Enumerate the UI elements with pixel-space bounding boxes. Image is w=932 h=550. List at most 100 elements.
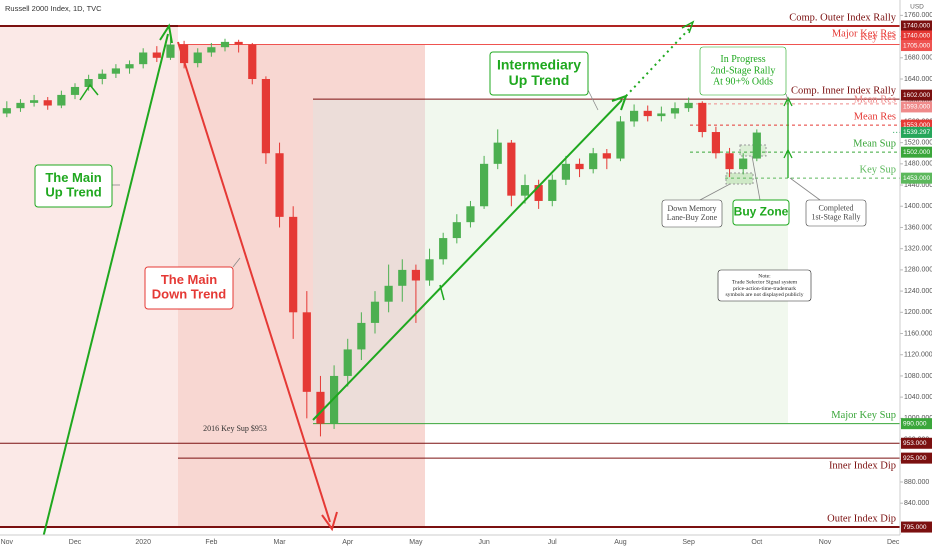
candle-body [643,110,652,117]
level-name: Inner Index Dip [829,461,896,472]
level-price-box [901,101,932,113]
candle-body [575,163,584,170]
callout-text: Note: [758,273,771,279]
candle-body [302,312,311,392]
level-price-box [901,437,932,449]
candle-body [234,41,243,45]
last-price-label: 1539.297 [903,129,930,136]
y-tick-label: 1520.000 [904,139,932,146]
callout-text: Buy Zone [734,205,789,219]
candle-body [657,113,666,117]
callout-text: Lane-Buy Zone [667,213,718,222]
candle-body [507,142,516,196]
level-price-label: 1705.000 [903,42,930,49]
callout-text: 2nd-Stage Rally [711,65,776,76]
candle-body [2,108,11,114]
arrow-head [321,511,338,532]
x-tick-label: Feb [205,539,217,546]
callout-text: Intermediary [497,56,581,72]
x-tick-label: Jul [548,539,557,546]
candle-body [466,206,475,223]
candle-body [425,259,434,281]
level-price-box [901,119,932,131]
zones [0,26,788,528]
callout-text: 2016 Key Sup $953 [203,424,267,433]
x-tick-label: Nov [1,539,14,546]
candle-body [16,102,25,109]
x-tick-label: Oct [751,539,762,546]
candle-body [180,44,189,64]
level-price-label: 1502.000 [903,149,930,156]
level-price-box [901,418,932,430]
callout-box [699,46,787,96]
level-price-label: 1740.000 [903,23,930,30]
callout-box [144,266,234,310]
candles [2,37,761,437]
candle-body [125,64,134,69]
x-tick-label: May [409,539,423,546]
annotations: Comp. Outer Index Rally Major Key ResKey … [34,12,897,524]
candle-body [548,179,557,201]
pointer [232,257,241,268]
y-tick-label: 1240.000 [904,288,932,295]
candle-body [111,68,120,74]
callout-box [732,199,790,226]
trend-arrows [39,20,793,550]
touch-marker [439,284,445,301]
level-name: Mean Res [854,112,896,123]
callout-text: Down Memory [667,204,716,213]
currency: USD [910,4,924,11]
level-name: Key Res [860,32,896,43]
callout-box [489,51,589,96]
projection-arrow [625,27,691,97]
last-price-box [901,126,932,138]
y-tick-label: 1360.000 [904,224,932,231]
main-down-trend-arrow [177,41,331,523]
time-axis [0,535,932,550]
callout-text: Trade Selector Signal system [732,280,798,286]
candle-body [139,52,148,65]
candle-body [520,185,530,196]
level-name: Mean Sup [853,139,896,150]
candle-body [616,121,625,159]
x-tick-label: Dec [69,539,82,546]
candle-body [480,163,489,207]
level-name: Major Key Sup [831,410,896,421]
x-tick-label: Dec [887,539,900,546]
arrow-head [783,96,793,159]
candle-body [98,73,107,80]
candle-body [739,158,748,170]
y-tick-label: 1160.000 [904,330,932,337]
callout-box [805,199,867,227]
candle-body [289,216,298,313]
callout-text: The Main [45,170,101,185]
candle-body [57,94,66,106]
intermediary-trend-arrow [312,99,623,421]
level-name: Mean Res [854,94,896,105]
level-price-label: 953.000 [903,440,927,447]
x-tick-label: Mar [274,539,287,546]
axis-labels: 840.000880.000920.000960.0001000.0001040… [1,12,932,546]
pointer [785,93,789,101]
candle-body [398,269,407,286]
y-tick-label: 1200.000 [904,309,932,316]
level-price-box [901,452,932,464]
x-tick-label: Nov [819,539,832,546]
level-name: Comp. Outer Index Rally [789,12,896,23]
main-up-trend-arrow [39,33,169,550]
y-tick-label: 1440.000 [904,182,932,189]
level-price-label: 795.000 [903,524,927,531]
candle-body [70,86,80,95]
level-price-box [901,30,932,42]
candle-body [166,44,175,58]
callout-text: symbols are not displayed publicly [726,292,804,298]
y-tick-label: 1080.000 [904,373,932,380]
y-tick-label: 1280.000 [904,267,932,274]
candle-body [561,163,570,180]
level-name: Major Key Res [832,28,896,39]
chart-title: Russell 2000 Index, 1D, TVC [5,4,102,13]
arrow-head [159,23,173,44]
arrow-head [681,20,695,34]
level-price-label: 1740.000 [903,33,930,40]
